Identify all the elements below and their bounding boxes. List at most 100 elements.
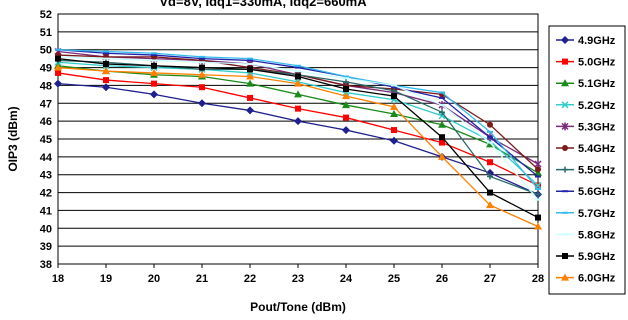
data-point — [294, 79, 302, 87]
data-point — [439, 139, 445, 146]
legend-marker — [562, 166, 568, 173]
data-point — [390, 110, 398, 117]
data-point — [487, 159, 493, 166]
legend-label: 5.3GHz — [578, 121, 616, 133]
y-axis-label: OIP3 (dBm) — [6, 106, 20, 171]
data-point — [535, 214, 541, 221]
y-tick-label: 46 — [40, 116, 52, 128]
y-tick-label: 50 — [40, 45, 52, 57]
x-tick-label: 22 — [244, 273, 256, 285]
series-5.1GHz — [54, 61, 542, 176]
series-layer — [54, 47, 542, 230]
legend-entry: 5.5GHz — [556, 165, 616, 177]
legend-entry: 5.9GHz — [556, 251, 616, 263]
data-point — [198, 99, 206, 108]
legend-marker — [561, 122, 569, 131]
x-tick-label: 27 — [484, 273, 496, 285]
legend: 4.9GHz 5.0GHz 5.1GHz 5.2GHz 5.3GHz 5.4GHz 5.5G… — [556, 35, 616, 285]
series-5.8GHz — [55, 55, 541, 201]
legend-entry: 5.8GHz — [556, 229, 616, 241]
x-axis-ticks: 18 19 20 21 22 23 24 25 26 27 28 — [52, 264, 544, 285]
data-point — [439, 134, 445, 141]
y-tick-label: 45 — [40, 134, 52, 146]
y-tick-label: 51 — [40, 27, 52, 39]
data-point — [487, 121, 493, 128]
data-point — [54, 79, 62, 88]
legend-entry: 4.9GHz — [556, 35, 616, 47]
data-point — [198, 70, 206, 78]
x-tick-label: 20 — [148, 273, 160, 285]
legend-entry: 5.6GHz — [556, 186, 616, 198]
legend-label: 6.0GHz — [578, 273, 616, 285]
data-point — [342, 101, 350, 109]
x-tick-label: 21 — [196, 273, 208, 285]
data-point — [55, 69, 61, 76]
x-tick-label: 24 — [340, 273, 353, 285]
data-point — [342, 92, 350, 100]
legend-entry: 5.7GHz — [556, 208, 616, 220]
legend-entry: 5.3GHz — [556, 121, 616, 133]
y-tick-label: 47 — [40, 98, 52, 110]
legend-label: 5.2GHz — [578, 100, 616, 112]
y-tick-label: 49 — [40, 63, 52, 75]
series-5.9GHz — [55, 55, 541, 221]
y-tick-label: 38 — [40, 259, 52, 271]
legend-label: 5.0GHz — [578, 57, 616, 69]
y-axis-ticks: 38 39 40 41 42 43 44 45 46 47 48 49 50 51 52 — [40, 9, 53, 271]
data-point — [247, 94, 253, 101]
legend-entry: 5.2GHz — [556, 100, 616, 112]
legend-label: 5.8GHz — [578, 229, 616, 241]
series-5.7GHz — [55, 48, 541, 190]
data-point — [391, 127, 397, 134]
data-point — [343, 86, 349, 92]
data-point — [150, 68, 158, 76]
data-point — [150, 90, 158, 99]
series-line — [57, 49, 539, 178]
y-tick-label: 41 — [40, 205, 52, 217]
legend-label: 5.7GHz — [578, 208, 616, 220]
data-point — [343, 78, 349, 85]
legend-marker — [561, 36, 569, 44]
x-tick-label: 28 — [532, 273, 544, 285]
data-point — [102, 83, 110, 92]
chart-gridlines — [58, 13, 538, 265]
legend-marker — [561, 101, 569, 109]
data-point — [390, 136, 398, 145]
data-point — [438, 120, 446, 128]
legend-label: 4.9GHz — [578, 35, 616, 47]
x-axis-label: Pout/Tone (dBm) — [250, 300, 346, 314]
legend-entry: 6.0GHz — [556, 273, 616, 285]
y-tick-label: 43 — [40, 170, 52, 182]
legend-label: 5.6GHz — [578, 186, 616, 198]
data-point — [54, 63, 62, 71]
data-point — [342, 126, 350, 135]
legend-marker — [561, 273, 569, 281]
legend-label: 5.9GHz — [578, 251, 616, 263]
series-5.4GHz — [55, 52, 541, 173]
data-point — [151, 62, 157, 69]
legend-marker — [562, 58, 568, 65]
data-point — [103, 77, 109, 84]
series-6.0GHz — [54, 63, 542, 230]
legend-entry: 5.1GHz — [556, 78, 616, 90]
legend-label: 5.4GHz — [578, 143, 616, 155]
y-tick-label: 40 — [40, 223, 52, 235]
data-point — [103, 61, 109, 67]
data-point — [246, 79, 254, 87]
chart-title: Vd=8V, Idq1=330mA, Idq2=660mA — [159, 0, 367, 9]
data-point — [294, 90, 302, 98]
data-point — [391, 87, 397, 94]
legend-box — [548, 25, 626, 295]
data-point — [487, 173, 493, 180]
data-point — [486, 168, 494, 177]
data-point — [535, 191, 541, 198]
legend-entry: 5.0GHz — [556, 57, 616, 69]
legend-label: 5.5GHz — [578, 165, 616, 177]
legend-marker — [562, 145, 568, 151]
data-point — [343, 114, 349, 121]
data-point — [151, 80, 157, 87]
data-point — [246, 106, 254, 115]
data-point — [534, 222, 542, 230]
data-point — [294, 117, 302, 126]
